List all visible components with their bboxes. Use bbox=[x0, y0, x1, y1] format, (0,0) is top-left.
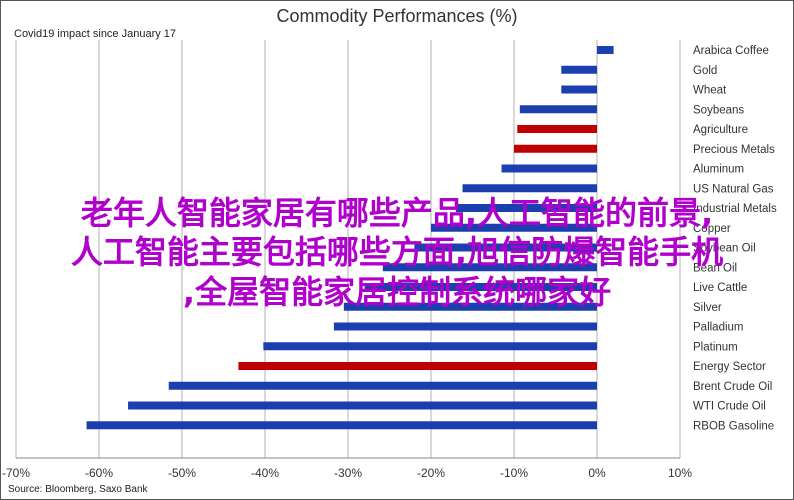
bar-4 bbox=[517, 125, 597, 133]
category-label-15: Platinum bbox=[693, 341, 738, 353]
bar-6 bbox=[501, 164, 597, 173]
category-label-19: RBOB Gasoline bbox=[693, 420, 774, 432]
category-label-13: Silver bbox=[693, 302, 722, 314]
category-label-8: Industrial Metals bbox=[693, 203, 777, 215]
bar-15 bbox=[263, 342, 597, 351]
category-labels: Arabica Coffee Gold Wheat Soybeans Agricultu… bbox=[693, 45, 777, 432]
category-label-6: Aluminum bbox=[693, 164, 744, 176]
category-label-16: Energy Sector bbox=[693, 361, 766, 373]
bar-2 bbox=[561, 85, 597, 94]
bar-9 bbox=[431, 223, 597, 232]
category-label-18: WTI Crude Oil bbox=[693, 401, 766, 413]
bar-13 bbox=[343, 302, 597, 311]
x-tick-label-0: -70% bbox=[2, 466, 30, 480]
category-label-9: Copper bbox=[693, 223, 731, 235]
bar-11 bbox=[382, 263, 597, 272]
category-label-14: Palladium bbox=[693, 322, 744, 334]
x-tick-label-1: -60% bbox=[85, 466, 113, 480]
x-tick-label-3: -40% bbox=[251, 466, 279, 480]
category-label-1: Gold bbox=[693, 65, 717, 77]
category-label-2: Wheat bbox=[693, 85, 727, 97]
x-tick-label-7: 0% bbox=[588, 466, 606, 480]
overlay-text-line-2: 人工智能主要包括哪些方面,旭信防爆智能手机 bbox=[70, 233, 724, 271]
bar-19 bbox=[86, 421, 598, 430]
category-label-4: Agriculture bbox=[693, 124, 748, 136]
category-label-10: Soybean Oil bbox=[693, 243, 756, 255]
x-tick-label-6: -10% bbox=[500, 466, 528, 480]
x-axis: -70% -60% -50% -40% -30% -20% -10% 0% 10% bbox=[2, 457, 692, 480]
category-label-3: Soybeans bbox=[693, 104, 744, 116]
x-tick-label-2: -50% bbox=[168, 466, 196, 480]
overlay-text-line-1: 老年人智能家居有哪些产品,人工智能的前景, bbox=[80, 194, 714, 232]
bar-5 bbox=[514, 144, 597, 153]
chart-subtitle: Covid19 impact since January 17 bbox=[14, 28, 176, 40]
bar-14 bbox=[333, 322, 597, 331]
bar-1 bbox=[561, 65, 597, 74]
chart-title: Commodity Performances (%) bbox=[276, 6, 517, 26]
bar-8 bbox=[455, 204, 597, 212]
category-label-0: Arabica Coffee bbox=[693, 45, 769, 57]
bar-16 bbox=[238, 362, 597, 370]
bar-12 bbox=[364, 283, 597, 291]
bar-10 bbox=[414, 243, 597, 252]
overlay-text-line-3: ,全屋智能家居控制系统哪家好 bbox=[182, 273, 612, 311]
category-label-11: Bean Oil bbox=[693, 262, 737, 274]
bar-7 bbox=[462, 184, 597, 193]
category-label-12: Live Cattle bbox=[693, 282, 747, 294]
bar-18 bbox=[128, 401, 598, 410]
x-tick-label-8: 10% bbox=[668, 466, 692, 480]
bars bbox=[86, 46, 614, 430]
bar-3 bbox=[519, 105, 597, 114]
bar-0 bbox=[597, 46, 614, 54]
x-tick-label-4: -30% bbox=[334, 466, 362, 480]
category-label-17: Brent Crude Oil bbox=[693, 381, 772, 393]
x-tick-label-5: -20% bbox=[417, 466, 445, 480]
chart-source: Source: Bloomberg, Saxo Bank bbox=[8, 484, 149, 495]
bar-17 bbox=[168, 381, 597, 390]
category-label-5: Precious Metals bbox=[693, 144, 775, 156]
category-label-7: US Natural Gas bbox=[693, 183, 774, 195]
